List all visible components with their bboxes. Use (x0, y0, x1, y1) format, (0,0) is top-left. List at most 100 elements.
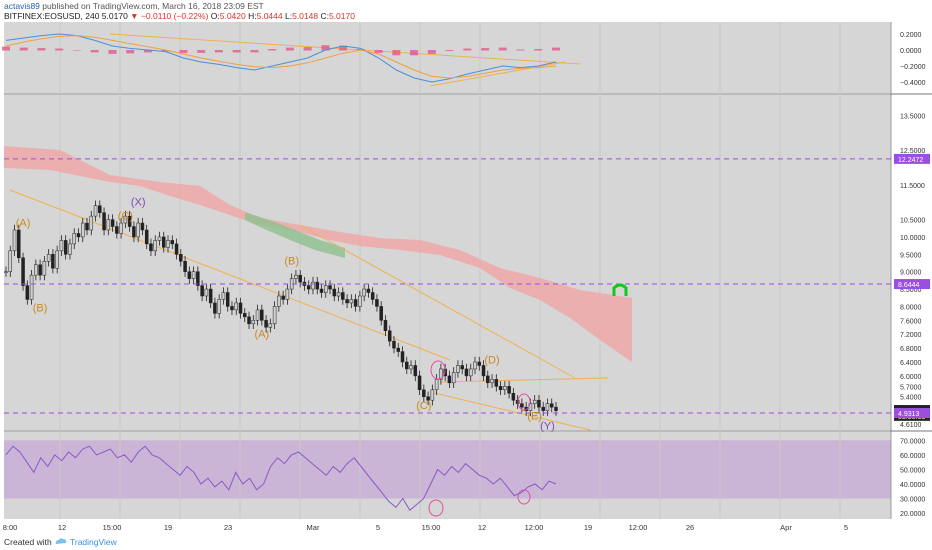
candle (358, 295, 362, 307)
candle (127, 215, 132, 227)
open-value: 5.0420 (219, 11, 246, 21)
wave-label: (Y) (540, 421, 555, 433)
candle (25, 285, 30, 300)
candle (456, 365, 460, 373)
wave-label: (D) (484, 355, 499, 367)
price-label-bg (894, 279, 930, 290)
candle (8, 250, 13, 272)
x-tick-label: 19 (584, 523, 592, 532)
macd-bar (285, 47, 294, 51)
candle (481, 365, 486, 377)
candle (93, 205, 98, 217)
candle (247, 316, 251, 325)
chart-header: actavis89 published on TradingView.com, … (0, 0, 932, 22)
candle (264, 320, 268, 328)
candle (537, 399, 541, 408)
tradingview-brand[interactable]: TradingView (70, 537, 117, 547)
macd-bar (303, 47, 312, 51)
macd-bar (108, 50, 117, 54)
macd-bar (463, 48, 472, 51)
open-label: O: (210, 11, 220, 21)
candle (405, 361, 409, 370)
candle (213, 302, 217, 314)
tradingview-logo-icon (55, 538, 67, 544)
x-tick-label: Mar (307, 523, 320, 532)
candle (89, 215, 94, 231)
macd-tick-label: 0.2000 (900, 32, 922, 39)
macd-y-axis: 0.2000 0.0000 −0.2000 −0.4000 (900, 32, 926, 87)
ichimoku-cloud (4, 146, 632, 362)
close-value: 5.0170 (328, 11, 355, 21)
x-tick-label: 26 (686, 523, 694, 532)
candle (447, 375, 452, 384)
macd-bar (55, 48, 64, 51)
author-link[interactable]: actavis89 (4, 1, 40, 11)
candle (332, 288, 337, 297)
macd-bar (197, 50, 206, 53)
candle (140, 222, 145, 231)
candle (511, 393, 516, 401)
candle (311, 281, 315, 290)
candle (554, 406, 558, 411)
rsi-tick-label: 60.0000 (900, 453, 925, 460)
candle (260, 309, 264, 321)
chart-area[interactable]: (A) (B) (X) (C) (B) (A) (D) (C) (E)(Y) 0.2000 0.0… (0, 22, 932, 535)
macd-bar (126, 50, 135, 54)
macd-bar (19, 47, 28, 51)
macd-bar (37, 48, 46, 51)
macd-bar (427, 50, 436, 54)
candle (196, 271, 200, 286)
low-value: 5.0148 (292, 11, 319, 21)
candle (119, 222, 123, 234)
candle (468, 368, 473, 377)
candle (136, 222, 140, 238)
candle (55, 250, 59, 269)
candle (4, 271, 8, 273)
x-tick-label: 19 (164, 523, 172, 532)
price-tick-label: 12.5000 (900, 148, 925, 155)
candle (98, 205, 102, 213)
close-label: C: (320, 11, 329, 21)
wave-label: (A) (254, 329, 269, 341)
price-change: ▼ −0.0110 (−0.22%) (130, 11, 209, 21)
price-tick-label: 10.5000 (900, 218, 925, 225)
rsi-tick-label: 40.0000 (900, 482, 925, 489)
x-tick-label: 12:00 (629, 523, 648, 532)
signal-line (5, 35, 557, 79)
rsi-y-axis: 70.0000 60.0000 50.0000 40.0000 30.0000 20.00… (900, 438, 925, 518)
price-panel[interactable] (4, 95, 891, 430)
candle (234, 302, 238, 311)
wave-label: (A) (16, 218, 31, 230)
price-tick-label: 5.4000 (900, 395, 922, 402)
candle (417, 375, 422, 391)
candle (149, 243, 153, 252)
macd-panel[interactable] (4, 22, 891, 93)
price-tick-label: 4.6100 (900, 422, 922, 429)
publish-line: actavis89 published on TradingView.com, … (4, 1, 264, 11)
price-tick-label: 6.4000 (900, 360, 922, 367)
price-tick-label: 6.0000 (900, 374, 922, 381)
price-tick-label: 7.6000 (900, 318, 922, 325)
macd-bar (143, 50, 152, 53)
candle (85, 222, 89, 231)
candle (494, 379, 499, 387)
time-x-axis[interactable]: 8:00 12 15:00 19 23 Mar 5 15:00 12 12:00 19 12:00 26… (3, 523, 848, 532)
candle (144, 229, 149, 245)
candle (179, 254, 183, 262)
candle (375, 299, 379, 307)
macd-bar (445, 50, 454, 51)
macd-bar (516, 49, 525, 51)
x-tick-label: 12 (478, 523, 486, 532)
candle (38, 264, 42, 276)
x-tick-label: 12 (58, 523, 66, 532)
candle (379, 306, 383, 321)
macd-bar (268, 49, 277, 51)
macd-bar (552, 47, 560, 51)
rsi-line (5, 445, 557, 511)
low-label: L: (284, 11, 293, 21)
candle (281, 295, 285, 300)
candle (115, 226, 119, 234)
price-tick-label: 8.5000 (900, 287, 922, 294)
candle (460, 365, 464, 370)
price-label: 4.9313 (898, 411, 920, 418)
